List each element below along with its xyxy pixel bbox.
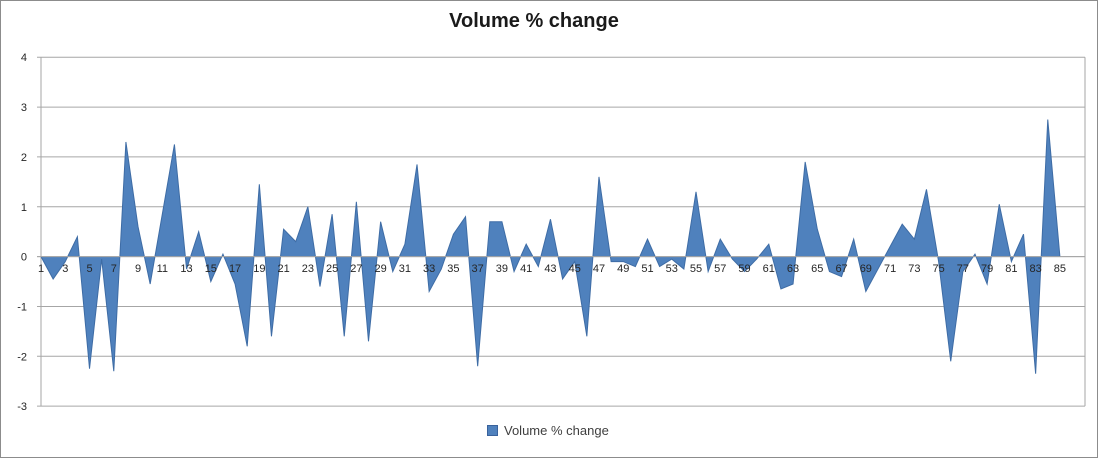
x-tick-label: 27 bbox=[350, 263, 362, 275]
x-tick-label: 5 bbox=[86, 263, 92, 275]
chart-title: Volume % change bbox=[449, 10, 619, 32]
x-tick-label: 45 bbox=[569, 263, 581, 275]
x-tick-label: 21 bbox=[277, 263, 289, 275]
x-tick-label: 75 bbox=[932, 263, 944, 275]
legend-label: Volume % change bbox=[504, 422, 609, 438]
y-tick-label: 2 bbox=[21, 152, 27, 164]
x-tick-label: 41 bbox=[520, 263, 532, 275]
x-tick-label: 11 bbox=[157, 263, 168, 275]
x-tick-label: 37 bbox=[472, 263, 484, 275]
y-tick-label: 4 bbox=[21, 52, 27, 64]
x-tick-label: 61 bbox=[763, 263, 775, 275]
x-tick-label: 31 bbox=[399, 263, 411, 275]
x-tick-label: 53 bbox=[666, 263, 678, 275]
x-tick-label: 17 bbox=[229, 263, 241, 275]
x-tick-label: 69 bbox=[860, 263, 872, 275]
x-tick-label: 39 bbox=[496, 263, 508, 275]
x-tick-label: 47 bbox=[593, 263, 605, 275]
x-tick-label: 49 bbox=[617, 263, 629, 275]
x-tick-label: 15 bbox=[205, 263, 217, 275]
x-tick-label: 63 bbox=[787, 263, 799, 275]
x-tick-label: 43 bbox=[544, 263, 556, 275]
y-tick-label: 1 bbox=[21, 202, 27, 214]
legend: Volume % change bbox=[487, 422, 609, 438]
x-tick-label: 29 bbox=[375, 263, 387, 275]
x-tick-label: 3 bbox=[62, 263, 68, 275]
x-tick-label: 79 bbox=[981, 263, 993, 275]
x-tick-label: 77 bbox=[957, 263, 969, 275]
x-tick-label: 51 bbox=[641, 263, 653, 275]
legend-swatch-icon bbox=[487, 424, 498, 436]
x-tick-label: 7 bbox=[111, 263, 117, 275]
x-tick-label: 23 bbox=[302, 263, 314, 275]
x-tick-label: 67 bbox=[835, 263, 847, 275]
x-tick-label: 85 bbox=[1054, 263, 1066, 275]
x-tick-label: 83 bbox=[1030, 263, 1042, 275]
x-tick-label: 13 bbox=[180, 263, 192, 275]
x-tick-label: 35 bbox=[447, 263, 459, 275]
x-tick-label: 55 bbox=[690, 263, 702, 275]
x-tick-label: 9 bbox=[135, 263, 141, 275]
y-tick-label: 3 bbox=[21, 102, 27, 114]
x-tick-label: 71 bbox=[884, 263, 896, 275]
x-tick-label: 57 bbox=[714, 263, 726, 275]
x-tick-label: 65 bbox=[811, 263, 823, 275]
x-tick-label: 73 bbox=[908, 263, 920, 275]
x-tick-label: 33 bbox=[423, 263, 435, 275]
y-tick-label: -3 bbox=[17, 401, 27, 413]
x-tick-label: 59 bbox=[738, 263, 750, 275]
x-tick-label: 81 bbox=[1005, 263, 1017, 275]
x-tick-label: 19 bbox=[253, 263, 265, 275]
y-tick-label: 0 bbox=[21, 252, 27, 264]
y-tick-label: -2 bbox=[17, 351, 27, 363]
x-tick-label: 25 bbox=[326, 263, 338, 275]
y-tick-label: -1 bbox=[17, 301, 27, 313]
x-tick-label: 1 bbox=[38, 263, 44, 275]
